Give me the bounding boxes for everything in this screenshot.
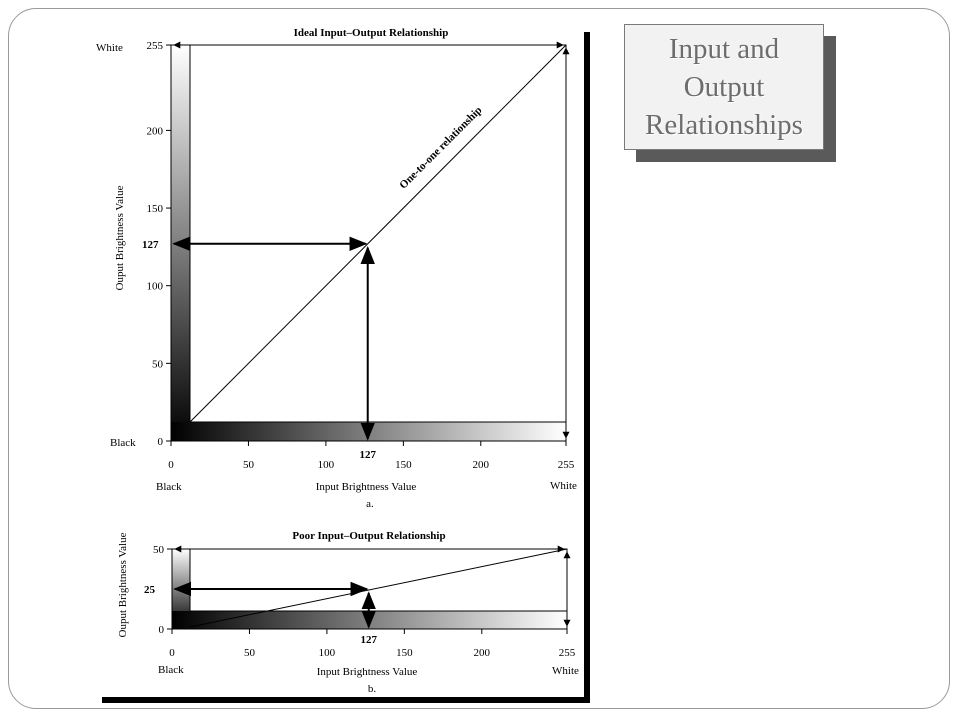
chart-a: 0 50 100 150 200 255 0 50 100 150 200 255 Ideal In… bbox=[96, 27, 577, 510]
y-tick-label: 200 bbox=[147, 125, 164, 137]
x-tick-label: 150 bbox=[396, 647, 413, 659]
chart-b: 0 50 0 50 100 150 200 255 Poor Input–Output Re… bbox=[117, 530, 579, 695]
chart-b-series-line bbox=[189, 548, 568, 628]
figure-shadow-bottom bbox=[102, 697, 590, 703]
x-tick-label: 0 bbox=[169, 647, 175, 659]
y-tick-label: 50 bbox=[153, 544, 165, 556]
chart-a-x-min-end-label: Black bbox=[156, 481, 182, 493]
chart-b-x-axis-label: Input Brightness Value bbox=[317, 666, 418, 678]
chart-b-x-max-end-label: White bbox=[552, 665, 579, 677]
chart-b-caption: b. bbox=[368, 683, 377, 695]
x-tick-label: 0 bbox=[168, 459, 174, 471]
chart-b-y-ticks: 0 50 bbox=[153, 544, 172, 636]
chart-a-series-line bbox=[189, 44, 567, 423]
chart-b-title: Poor Input–Output Relationship bbox=[292, 530, 445, 542]
chart-a-y-min-end-label: Black bbox=[110, 437, 136, 449]
chart-b-output-value-label: 25 bbox=[144, 584, 156, 596]
y-tick-label: 150 bbox=[147, 203, 164, 215]
chart-a-x-ticks: 0 50 100 150 200 255 bbox=[168, 441, 575, 471]
y-tick-label: 50 bbox=[152, 358, 164, 370]
chart-a-output-value-label: 127 bbox=[142, 239, 159, 251]
y-tick-label: 0 bbox=[159, 624, 165, 636]
chart-a-caption: a. bbox=[366, 498, 374, 510]
chart-b-input-value-label: 127 bbox=[360, 634, 377, 646]
x-tick-label: 100 bbox=[318, 459, 335, 471]
chart-b-y-axis-label: Ouput Brightness Value bbox=[117, 532, 129, 637]
chart-a-input-value-label: 127 bbox=[359, 449, 376, 461]
x-tick-label: 255 bbox=[559, 647, 576, 659]
x-tick-label: 50 bbox=[244, 647, 256, 659]
x-tick-label: 200 bbox=[473, 459, 490, 471]
figure-shadow-right bbox=[584, 32, 590, 703]
x-tick-label: 50 bbox=[243, 459, 255, 471]
chart-b-x-min-end-label: Black bbox=[158, 664, 184, 676]
y-tick-label: 0 bbox=[158, 436, 164, 448]
slide-title-box: Input and Output Relationships bbox=[624, 24, 824, 150]
x-tick-label: 150 bbox=[395, 459, 412, 471]
x-tick-label: 255 bbox=[558, 459, 575, 471]
chart-a-title: Ideal Input–Output Relationship bbox=[294, 27, 449, 39]
chart-a-x-axis-label: Input Brightness Value bbox=[316, 481, 417, 493]
chart-a-line-label: One-to-one relationship bbox=[397, 104, 484, 191]
chart-a-y-max-end-label: White bbox=[96, 42, 123, 54]
y-tick-label: 100 bbox=[147, 281, 164, 293]
chart-a-x-max-end-label: White bbox=[550, 480, 577, 492]
y-tick-label: 255 bbox=[147, 40, 164, 52]
chart-a-y-ticks: 0 50 100 150 200 255 bbox=[147, 40, 171, 448]
chart-a-y-axis-label: Ouput Brightness Value bbox=[114, 185, 126, 290]
slide-title: Input and Output Relationships bbox=[645, 33, 803, 141]
x-tick-label: 200 bbox=[474, 647, 491, 659]
x-tick-label: 100 bbox=[319, 647, 336, 659]
chart-b-x-ticks: 0 50 100 150 200 255 bbox=[169, 629, 576, 659]
